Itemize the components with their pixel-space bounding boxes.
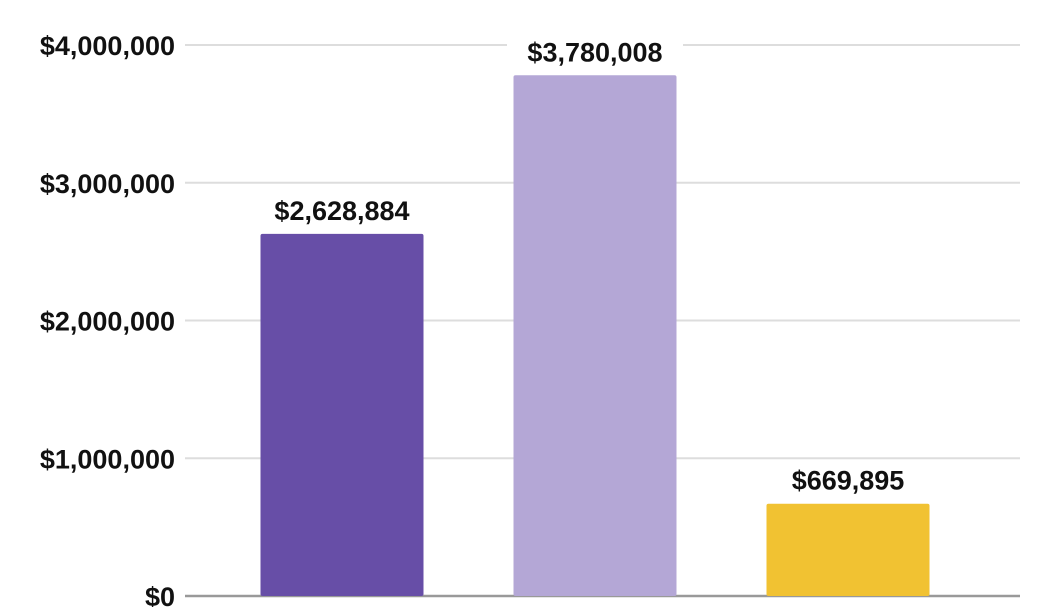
bars: [260, 75, 930, 597]
y-tick-label: $1,000,000: [40, 444, 175, 474]
data-label-background: [760, 459, 936, 500]
bar: [513, 75, 677, 597]
y-tick-label: $2,000,000: [40, 307, 175, 337]
bar: [260, 233, 424, 597]
y-tick-label: $0: [145, 582, 175, 607]
data-label: $2,628,884: [274, 196, 409, 226]
y-axis-tick-labels: $0 $1,000,000 $2,000,000 $3,000,000 $4,000,0…: [40, 31, 175, 607]
data-label-background: [254, 189, 430, 230]
bar: [766, 503, 930, 596]
data-labels: $2,628,884 $3,780,008 $669,895: [254, 31, 936, 500]
data-label: $3,780,008: [527, 37, 662, 67]
data-label: $669,895: [792, 466, 905, 496]
y-tick-label: $3,000,000: [40, 169, 175, 199]
data-label-background: [507, 31, 683, 72]
y-tick-label: $4,000,000: [40, 31, 175, 61]
